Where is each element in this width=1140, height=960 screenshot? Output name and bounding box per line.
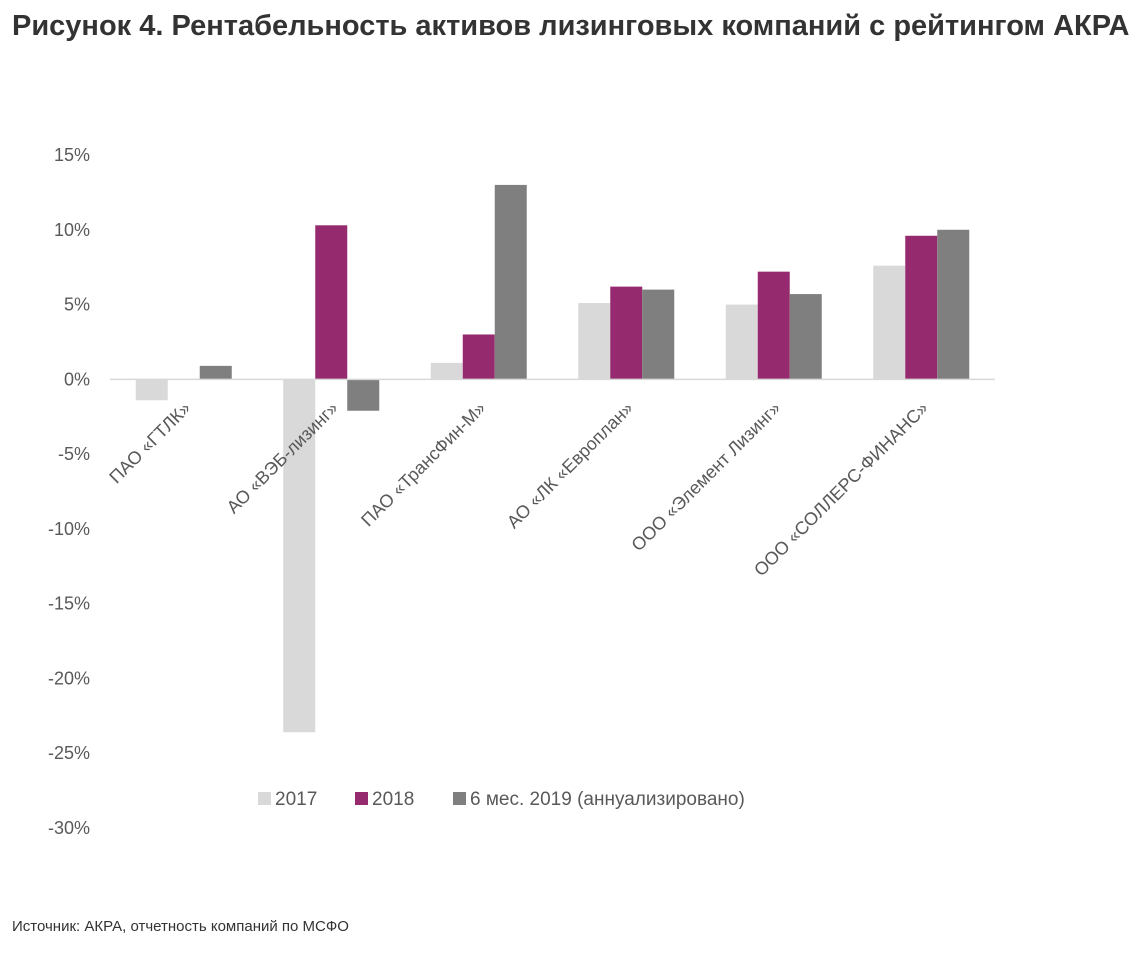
y-axis-tick-labels: 15% 10% 5% 0% -5% -10% -15% -20% -25% -30%	[48, 145, 90, 838]
bar	[757, 271, 790, 380]
category-label: ООО «СОЛЛЕРС-ФИНАНС»	[750, 398, 932, 580]
chart-title: Рисунок 4. Рентабельность активов лизинг…	[12, 10, 1130, 42]
source-note: Источник: АКРА, отчетность компаний по М…	[12, 918, 349, 935]
category-label: АО «ЛК «Европлан»	[503, 398, 637, 532]
bar	[315, 225, 348, 380]
y-tick-label: -10%	[48, 519, 90, 539]
category-labels: ПАО «ГТЛК» АО «ВЭБ-лизинг» ПАО «ТрансФин-М…	[105, 398, 932, 580]
legend-swatch	[355, 792, 368, 805]
bar	[462, 334, 495, 380]
y-tick-label: 5%	[64, 295, 90, 315]
legend: 2017 2018 6 мес. 2019 (аннуализировано)	[258, 789, 745, 810]
bar	[789, 294, 822, 380]
legend-swatch	[258, 792, 271, 805]
bar-chart: 15% 10% 5% 0% -5% -10% -15% -20% -25% -30% ПАО «Г…	[48, 145, 995, 838]
bar	[725, 304, 758, 380]
bar	[873, 265, 906, 380]
legend-label: 6 мес. 2019 (аннуализировано)	[470, 789, 745, 810]
y-tick-label: 0%	[64, 369, 90, 389]
category-label: ООО «Элемент Лизинг»	[628, 398, 785, 555]
bar	[937, 229, 970, 380]
bar	[578, 303, 611, 380]
y-tick-label: -5%	[58, 444, 90, 464]
bar	[347, 379, 380, 411]
bar	[283, 379, 316, 733]
bar	[905, 235, 938, 380]
bars	[135, 184, 970, 733]
y-tick-label: 15%	[54, 145, 90, 165]
bar	[610, 286, 643, 380]
bar	[135, 379, 168, 401]
bar	[430, 362, 463, 380]
category-label: ПАО «ТрансФин-М»	[357, 398, 489, 530]
category-label: ПАО «ГТЛК»	[105, 398, 194, 487]
legend-swatch	[453, 792, 466, 805]
category-label: АО «ВЭБ-лизинг»	[223, 398, 342, 517]
y-tick-label: -15%	[48, 594, 90, 614]
y-tick-label: -25%	[48, 743, 90, 763]
y-tick-label: -30%	[48, 818, 90, 838]
bar	[199, 365, 232, 380]
y-tick-label: -20%	[48, 668, 90, 688]
bar	[642, 289, 675, 380]
y-tick-label: 10%	[54, 220, 90, 240]
bar	[494, 184, 527, 380]
legend-label: 2017	[275, 789, 317, 810]
legend-label: 2018	[372, 789, 414, 810]
